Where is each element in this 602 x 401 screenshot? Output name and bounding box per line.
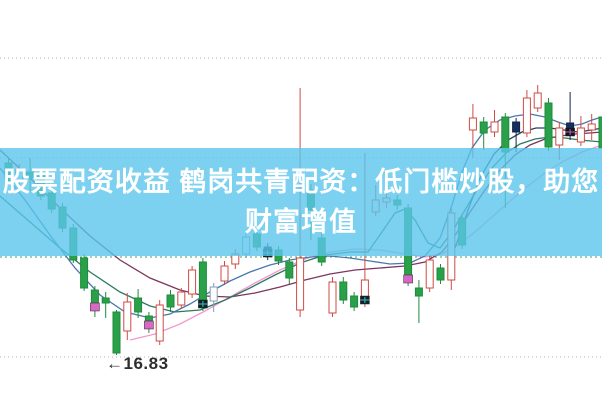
promo-banner-overlay: 股票配资收益 鹤岗共青配资：低门槛炒股，助您 财富增值	[0, 148, 602, 256]
promo-text-line-2: 财富增值	[245, 207, 357, 237]
promo-text-line-1: 股票配资收益 鹤岗共青配资：低门槛炒股，助您	[2, 167, 600, 197]
low-price-annotation: ←16.83	[106, 354, 169, 373]
